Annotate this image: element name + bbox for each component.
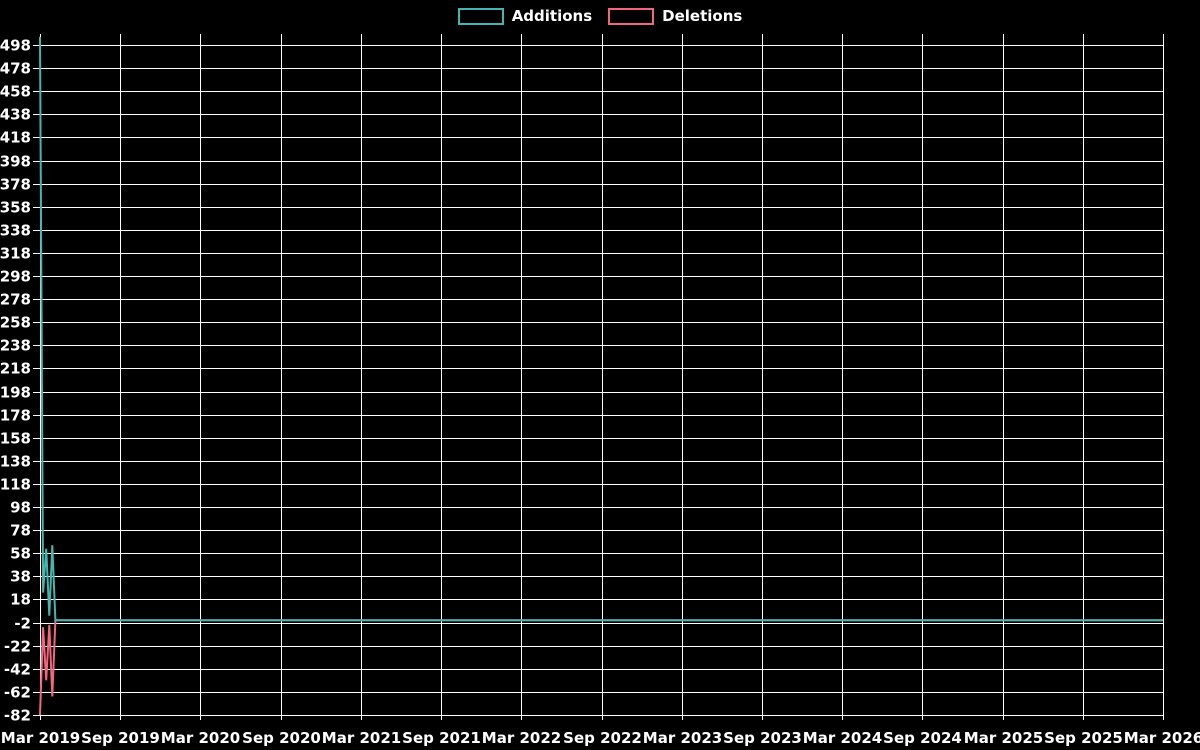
y-tick-label: 418 xyxy=(0,129,31,147)
y-tick-label: 298 xyxy=(0,268,31,286)
y-tick-label: 18 xyxy=(10,591,31,609)
y-tick-label: 478 xyxy=(0,60,31,78)
deletions-line xyxy=(39,619,1163,716)
y-tick-label: 98 xyxy=(10,499,31,517)
y-tick-label: 138 xyxy=(0,453,31,471)
y-tick-label: 278 xyxy=(0,291,31,309)
y-tick-label: 198 xyxy=(0,384,31,402)
x-tick-label: Sep 2022 xyxy=(563,729,642,747)
x-tick-label: Mar 2022 xyxy=(482,729,561,747)
y-tick-label: 38 xyxy=(10,568,31,586)
y-tick-label: 258 xyxy=(0,314,31,332)
x-tick-label: Mar 2021 xyxy=(322,729,401,747)
y-tick-label: -82 xyxy=(4,707,31,725)
y-tick-label: 358 xyxy=(0,199,31,217)
x-tick-label: Mar 2020 xyxy=(161,729,240,747)
additions-line xyxy=(39,36,1163,622)
x-tick-label: Mar 2024 xyxy=(803,729,882,747)
y-tick-label: 438 xyxy=(0,106,31,124)
y-tick-label: 158 xyxy=(0,430,31,448)
x-tick-label: Sep 2025 xyxy=(1044,729,1123,747)
x-tick-label: Sep 2021 xyxy=(402,729,481,747)
x-tick-label: Sep 2019 xyxy=(81,729,160,747)
y-tick-label: 318 xyxy=(0,245,31,263)
x-tick-label: Mar 2023 xyxy=(643,729,722,747)
x-tick-label: Mar 2026 xyxy=(1124,729,1200,747)
y-tick-label: 378 xyxy=(0,176,31,194)
x-tick-label: Mar 2019 xyxy=(1,729,80,747)
y-tick-label: 218 xyxy=(0,360,31,378)
y-tick-label: 338 xyxy=(0,222,31,240)
x-tick-label: Sep 2020 xyxy=(242,729,321,747)
x-tick-label: Mar 2025 xyxy=(964,729,1043,747)
grid-group xyxy=(33,34,1164,720)
y-tick-label: 238 xyxy=(0,337,31,355)
y-tick-label: -22 xyxy=(4,638,31,656)
y-tick-label: 58 xyxy=(10,545,31,563)
x-tick-label: Sep 2024 xyxy=(883,729,962,747)
y-tick-label: 178 xyxy=(0,407,31,425)
y-tick-label: -2 xyxy=(14,615,31,633)
y-tick-label: -42 xyxy=(4,661,31,679)
y-tick-label: 498 xyxy=(0,37,31,55)
y-tick-label: 458 xyxy=(0,83,31,101)
x-tick-label: Sep 2023 xyxy=(723,729,802,747)
y-tick-label: 118 xyxy=(0,476,31,494)
y-tick-label: -62 xyxy=(4,684,31,702)
y-tick-label: 398 xyxy=(0,153,31,171)
y-tick-label: 78 xyxy=(10,522,31,540)
